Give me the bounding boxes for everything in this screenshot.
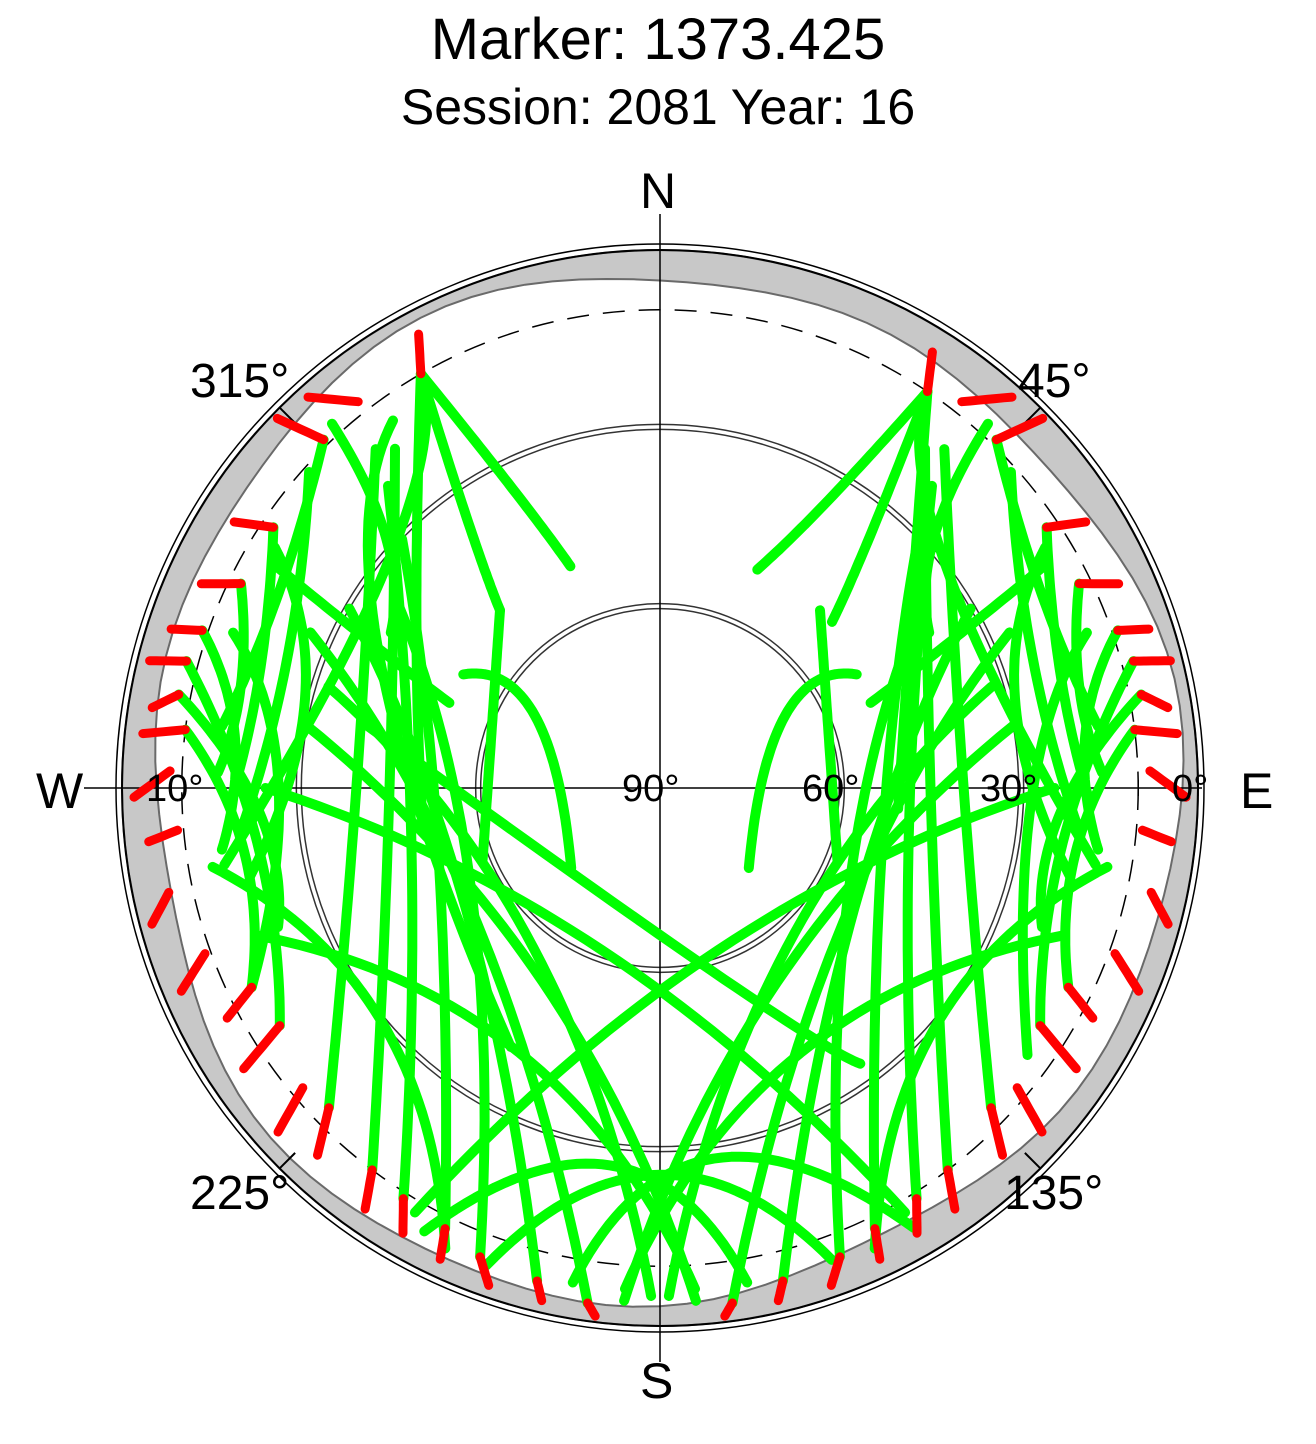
accepted-track — [1005, 467, 1082, 830]
accepted-track — [419, 1158, 753, 1288]
accepted-track — [1035, 656, 1139, 1031]
low-elevation-track — [222, 982, 257, 1023]
azimuth-tick-label: 135° — [1004, 1167, 1104, 1220]
elevation-tick-label: 90° — [622, 768, 680, 810]
accepted-track — [362, 720, 866, 1069]
low-elevation-track — [435, 1224, 450, 1264]
accepted-track — [893, 386, 933, 814]
low-elevation-track — [475, 1252, 494, 1290]
azimuth-tick — [278, 1152, 296, 1170]
accepted-track — [238, 467, 315, 830]
low-elevation-track — [720, 1298, 737, 1321]
compass-west-label: W — [36, 763, 84, 819]
low-elevation-track — [313, 1103, 334, 1160]
azimuth-tick-label: 45° — [1018, 355, 1091, 408]
accepted-track — [181, 656, 285, 1031]
accepted-track — [411, 368, 427, 814]
low-elevation-track — [986, 1103, 1007, 1160]
low-elevation-track — [1145, 766, 1191, 802]
accepted-track — [260, 783, 911, 1218]
compass-south-label: S — [640, 1353, 674, 1409]
low-elevation-track — [1035, 1021, 1081, 1074]
low-elevation-track — [138, 725, 190, 739]
accepted-track — [663, 681, 997, 1301]
accepted-track — [1009, 542, 1075, 880]
low-elevation-track — [129, 766, 175, 802]
low-elevation-track — [957, 392, 1017, 407]
low-elevation-track — [273, 1083, 308, 1137]
low-elevation-track — [147, 690, 184, 713]
low-elevation-track — [943, 1165, 960, 1214]
chart-title: Marker: 1373.425 — [430, 7, 886, 72]
accepted-track — [250, 930, 700, 1294]
low-elevation-track — [870, 1224, 885, 1264]
accepted-track — [173, 689, 285, 932]
accepted-track — [815, 605, 843, 865]
accepted-track — [869, 861, 1113, 1254]
low-elevation-track — [1130, 725, 1182, 739]
accepted-track — [228, 627, 285, 993]
low-elevation-track — [176, 949, 210, 996]
accepted-track — [409, 783, 1060, 1218]
low-elevation-track — [303, 392, 363, 407]
low-elevation-track — [1146, 887, 1173, 929]
accepted-track — [1035, 689, 1147, 932]
elevation-tick-label: 10° — [146, 768, 204, 810]
accepted-track — [415, 368, 576, 572]
accepted-track — [207, 861, 451, 1254]
azimuth-tick-label: 225° — [190, 1167, 290, 1220]
low-elevation-track — [1110, 949, 1144, 996]
low-elevation-track — [1137, 825, 1176, 847]
accepted-track — [827, 386, 933, 627]
low-elevation-track — [583, 1298, 600, 1321]
compass-east-label: E — [1240, 763, 1274, 819]
accepted-track — [415, 368, 505, 616]
low-elevation-track — [144, 825, 183, 847]
low-elevation-track — [991, 413, 1048, 445]
low-elevation-track — [147, 887, 174, 929]
accepted-track — [458, 668, 577, 873]
low-elevation-track — [272, 413, 329, 445]
low-elevation-track — [229, 517, 278, 532]
elevation-tick-label: 60° — [802, 768, 860, 810]
accepted-track — [620, 930, 1070, 1294]
low-elevation-track — [166, 624, 207, 635]
chart-subtitle: Session: 2081 Year: 16 — [400, 79, 916, 135]
accepted-track — [727, 627, 1015, 1308]
azimuth-tick — [1024, 1152, 1042, 1170]
accepted-track — [743, 668, 862, 873]
low-elevation-track — [1042, 517, 1091, 532]
low-elevation-track — [1136, 690, 1173, 713]
azimuth-tick-label: 315° — [190, 355, 290, 408]
low-elevation-track — [1113, 624, 1154, 635]
low-elevation-track — [922, 347, 937, 396]
low-elevation-track — [826, 1252, 845, 1290]
elevation-tick-label: 0° — [1172, 768, 1209, 810]
low-elevation-track — [773, 1276, 788, 1306]
accepted-track — [939, 444, 997, 1113]
compass-north-label: N — [640, 163, 677, 219]
elevation-tick-label: 30° — [980, 768, 1038, 810]
accepted-track — [362, 415, 516, 1052]
low-elevation-track — [414, 329, 426, 379]
accepted-track — [567, 1151, 920, 1288]
accepted-track — [752, 386, 933, 575]
low-elevation-track — [1063, 982, 1098, 1023]
low-elevation-track — [360, 1165, 377, 1214]
satellite-tracks — [129, 329, 1191, 1321]
low-elevation-track — [532, 1276, 547, 1306]
low-elevation-track — [239, 1021, 285, 1074]
low-elevation-track — [1012, 1083, 1047, 1137]
